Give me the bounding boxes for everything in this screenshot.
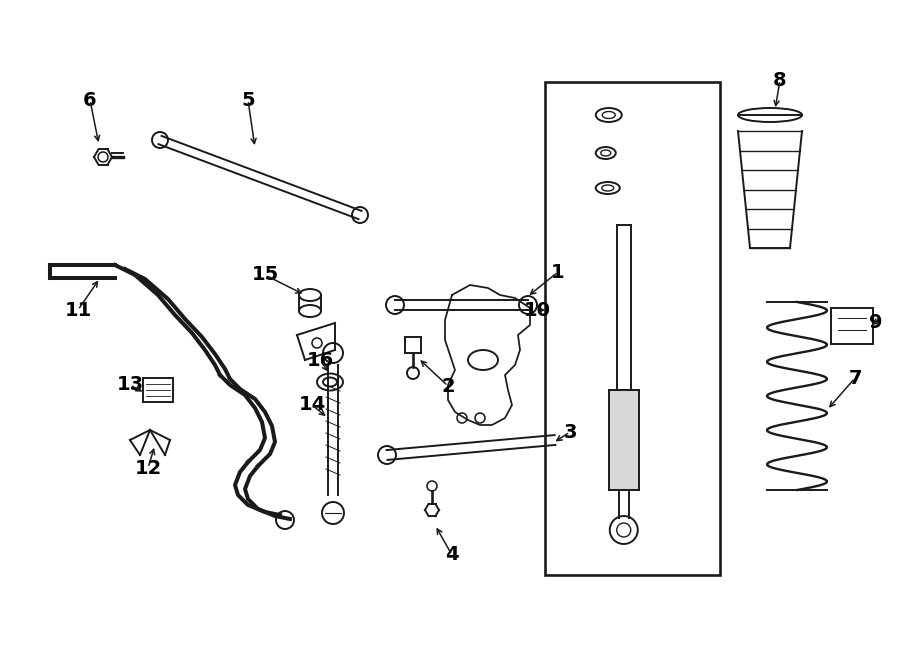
Text: 3: 3	[563, 422, 577, 442]
Text: 16: 16	[306, 350, 334, 369]
Text: 11: 11	[65, 301, 92, 319]
Text: 10: 10	[524, 301, 551, 319]
Text: 14: 14	[299, 395, 326, 414]
Text: 6: 6	[83, 91, 97, 110]
Text: 2: 2	[441, 377, 454, 395]
Bar	[608, 390, 639, 490]
Text: 8: 8	[773, 71, 787, 89]
Bar	[545, 82, 720, 575]
FancyBboxPatch shape	[831, 308, 873, 344]
Text: 12: 12	[134, 459, 162, 477]
Text: 13: 13	[116, 375, 144, 395]
Text: 9: 9	[869, 313, 883, 332]
Text: 4: 4	[446, 545, 459, 564]
Text: 15: 15	[251, 266, 279, 284]
Bar	[143, 378, 173, 402]
Text: 1: 1	[551, 262, 565, 282]
Text: 7: 7	[848, 368, 862, 387]
Text: 5: 5	[241, 91, 255, 110]
